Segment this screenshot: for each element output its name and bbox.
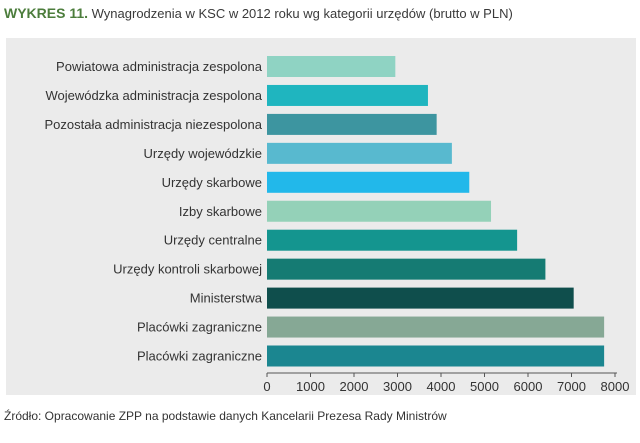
category-label: Urzędy centralne (164, 233, 262, 248)
chart-title-text: Wynagrodzenia w KSC w 2012 roku wg kateg… (91, 6, 513, 21)
bar (267, 316, 605, 338)
bar (267, 56, 396, 77)
x-tick-label: 6000 (514, 379, 543, 394)
x-tick-label: 0 (263, 379, 270, 394)
category-label: Placówki zagraniczne (137, 349, 262, 364)
source-note: Źródło: Opracowanie ZPP na podstawie dan… (4, 409, 447, 423)
category-label: Pozostała administracja niezespolona (44, 117, 262, 132)
bar (267, 287, 574, 309)
bar (267, 113, 437, 135)
category-label: Izby skarbowe (179, 204, 262, 219)
category-label: Urzędy kontroli skarbowej (113, 262, 262, 277)
chart-title-prefix: WYKRES 11. (4, 5, 89, 21)
x-tick-label: 8000 (601, 379, 630, 394)
bar (267, 229, 518, 251)
category-label: Ministerstwa (190, 291, 263, 306)
x-tick-label: 1000 (296, 379, 325, 394)
chart-title: WYKRES 11. Wynagrodzenia w KSC w 2012 ro… (4, 5, 513, 21)
x-tick-label: 7000 (557, 379, 586, 394)
x-tick-label: 4000 (427, 379, 456, 394)
category-label: Wojewódzka administracja zespolona (45, 88, 262, 103)
category-label: Urzędy skarbowe (162, 175, 262, 190)
x-tick-label: 3000 (383, 379, 412, 394)
bar (267, 142, 452, 164)
x-tick-label: 2000 (340, 379, 369, 394)
category-label: Placówki zagraniczne (137, 320, 262, 335)
bar (267, 171, 470, 193)
bar (267, 345, 605, 367)
category-label: Urzędy wojewódzkie (144, 146, 263, 161)
bar (267, 258, 546, 280)
category-label: Powiatowa administracja zespolona (56, 59, 263, 74)
bar (267, 200, 492, 222)
x-tick-label: 5000 (470, 379, 499, 394)
bar (267, 84, 428, 106)
